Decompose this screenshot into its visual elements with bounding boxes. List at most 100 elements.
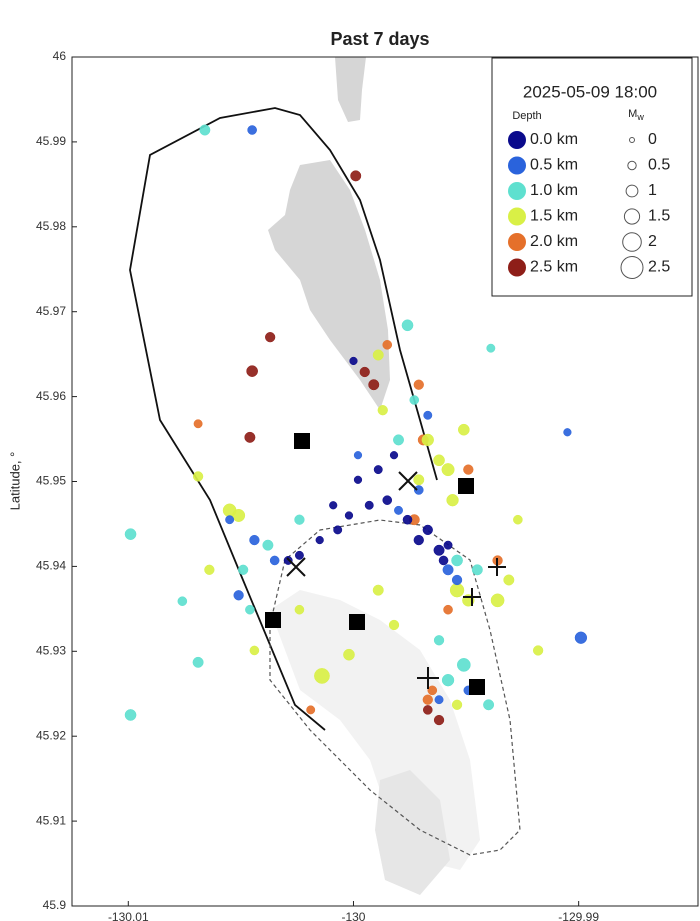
legend: 2025-05-09 18:00 Depth Mw 0.0 km 0.5 km 1.… [491,57,693,297]
point [249,645,260,656]
point [382,340,393,350]
point [377,405,388,416]
point [456,658,471,672]
point [382,495,393,505]
axes: 45.9 45.91 45.92 45.93 45.94 45.95 45.96 45.97 4… [36,49,599,921]
station [265,612,281,628]
point [124,528,137,540]
point [265,332,276,343]
legend-label: 1.0 km [530,182,578,199]
legend-swatch [508,233,526,251]
point [344,511,354,520]
y-tick-label: 45.97 [36,304,66,318]
legend-size-circle [623,208,641,225]
point [238,564,249,575]
point [422,694,433,705]
point [192,656,204,668]
legend-size-m: M [628,108,637,120]
point [451,554,463,567]
x-tick-label: -130.01 [108,910,149,921]
point [422,705,433,715]
point [503,574,515,586]
point [532,645,544,656]
point [443,604,453,615]
point [199,124,211,136]
point [393,434,404,446]
y-tick-label: 45.96 [36,389,66,403]
grey-area [335,57,366,122]
legend-size-text: 2.5 [648,259,670,276]
point [443,540,453,550]
point [433,544,445,556]
legend-swatch [508,182,526,200]
point [483,699,495,711]
point [314,668,330,684]
legend-size-text: 0.5 [648,157,670,174]
point [262,539,274,551]
station [469,679,485,695]
point [353,475,363,484]
point [433,454,445,467]
point [350,170,362,182]
point [246,365,258,377]
legend-size-circle [622,232,642,252]
point [441,674,455,687]
y-tick-label: 45.93 [36,643,66,657]
legend-size-text: 1 [648,182,657,199]
point [193,419,203,429]
point [232,508,246,522]
legend-label: 1.5 km [530,208,578,225]
point [333,525,343,535]
y-tick-label: 45.95 [36,474,66,488]
x-marker [286,471,418,577]
point [433,714,445,726]
point [413,474,425,486]
station [294,433,310,449]
point [490,593,505,608]
point [373,465,383,475]
legend-box [491,57,693,297]
y-axis-label: Latitude, ° [7,452,22,511]
legend-swatch [508,156,526,175]
point [421,433,434,447]
stations [265,433,506,695]
point [574,631,588,644]
point [563,428,572,437]
point [449,583,465,598]
y-tick-label: 45.99 [36,134,66,148]
point [249,534,260,546]
point [451,699,463,710]
point [349,356,358,366]
point [401,319,414,332]
point [245,604,255,615]
plus-marker [417,558,506,689]
point [294,550,304,560]
point [402,514,413,525]
chart-title: Past 7 days [330,29,429,49]
point [441,463,455,477]
point [389,451,399,460]
legend-size-text: 1.5 [648,208,670,225]
x-tick-label: -130 [341,910,365,921]
x-tick-label: -129.99 [558,910,599,921]
point [233,590,244,601]
point [427,685,438,696]
legend-swatch [508,131,526,149]
point [438,555,449,566]
point [433,635,445,646]
point [368,379,380,391]
legend-size-circle [620,256,644,279]
point [423,410,433,420]
point [315,535,324,545]
y-tick-label: 46 [53,49,67,63]
point [413,379,424,390]
point [463,464,474,475]
point [442,564,454,576]
legend-depth-label: Depth [512,110,541,122]
point [471,564,483,576]
point [343,648,355,661]
point [372,349,384,361]
grey-area [375,770,450,895]
dashed-outline [269,519,521,856]
